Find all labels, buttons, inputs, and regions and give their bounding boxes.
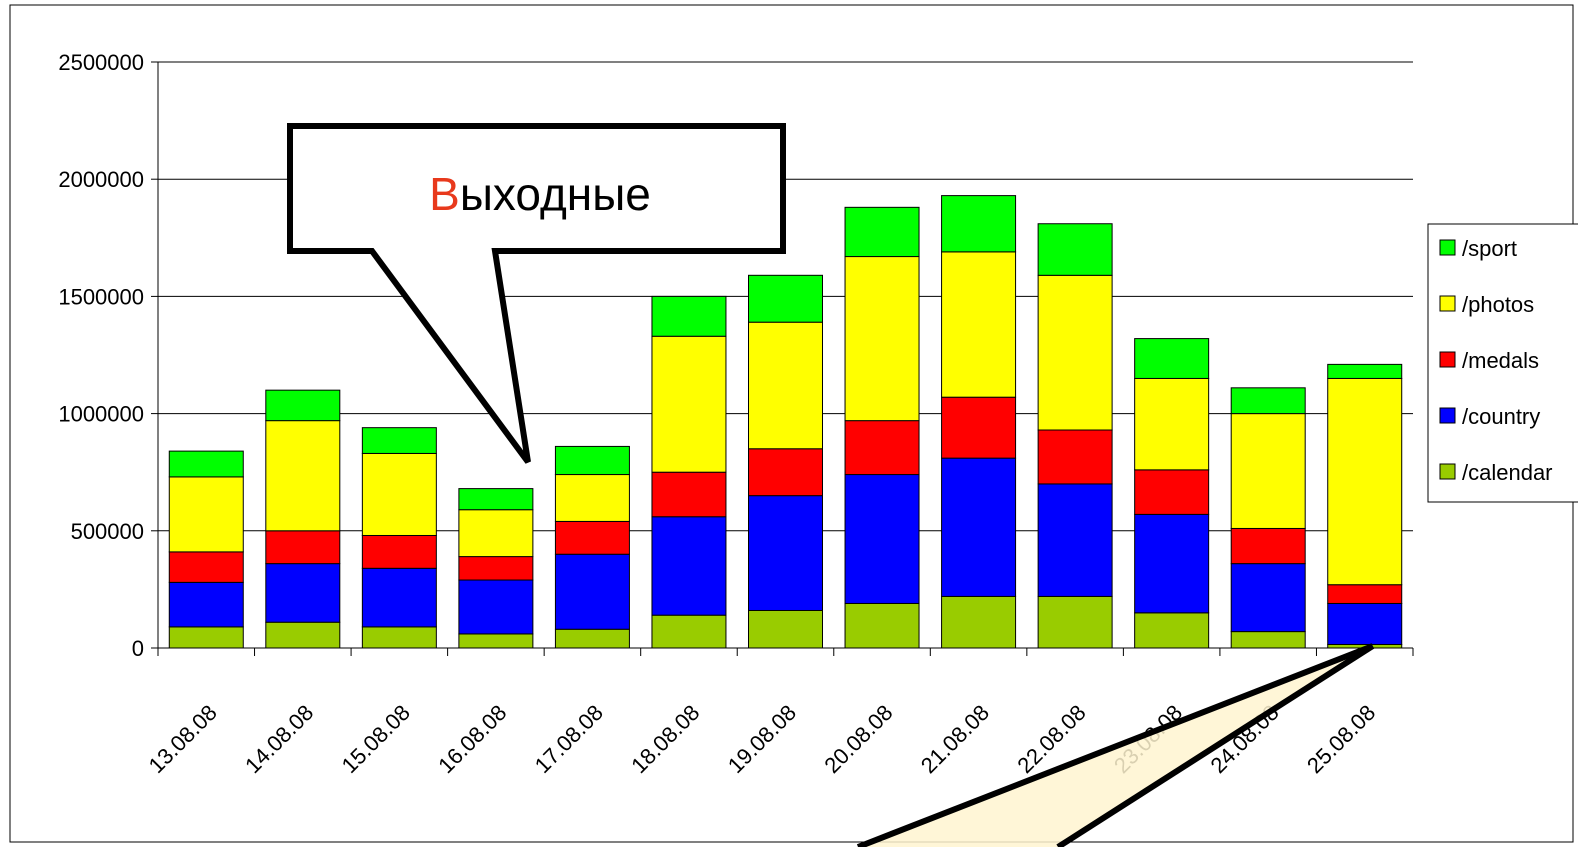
bar-segment [748,321,823,450]
bar-segment [1134,612,1210,649]
bar-segment [844,602,920,649]
bar-segment [844,474,920,604]
weekend-callout: Выходные [287,123,786,464]
bar-segment [458,579,534,635]
bar-segment [554,445,630,476]
bar-segment [554,553,630,630]
bar-segment [458,509,534,558]
bar-segment [1230,387,1306,415]
bar-segment [1230,563,1306,633]
legend-swatch [1439,351,1456,368]
bar-segment [1327,377,1403,586]
bar-segment [1037,595,1113,649]
callout-text: Выходные [429,168,651,220]
bar-segment [1037,274,1113,431]
bar-segment [458,556,534,581]
bar-segment [748,448,823,497]
bar-segment [265,621,341,649]
legend-swatch [1439,463,1456,480]
legend-swatch [1439,295,1456,312]
bar-segment [168,450,244,478]
bar-segment [748,609,823,649]
bar-segment [844,206,920,258]
axes [151,61,1414,656]
legend-swatch [1439,239,1456,256]
bar-segment [651,335,727,473]
y-tick-label: 500000 [71,519,144,544]
bar-segment [361,534,437,569]
bar-segment [1037,223,1113,276]
bar-segment [554,520,630,555]
bar-segment [748,274,823,323]
bar-segment [941,195,1017,253]
bar-segment [554,628,630,649]
bar-segment [941,457,1017,597]
bar-segment [941,251,1017,398]
legend-label: /medals [1462,348,1539,373]
bar-segment [361,626,437,649]
bar-segment [651,516,727,616]
bar-segment [1037,483,1113,597]
bar-segment [265,530,341,565]
bar-segment [168,476,244,553]
bar-segment [651,614,727,649]
legend-label: /calendar [1462,460,1553,485]
bar-segment [844,420,920,476]
bar-segment [651,295,727,337]
bar-segment [265,389,341,422]
bar-segment [941,396,1017,459]
legend: /sport/photos/medals/country/calendar [1427,223,1578,503]
bar-segment [1134,469,1210,515]
bar-segment [168,581,244,628]
bar-segment [1327,602,1403,645]
legend-label: /country [1462,404,1540,429]
bar-segment [458,633,534,649]
bar-segment [1134,377,1210,471]
y-tick-label: 2000000 [58,167,144,192]
bar-segment [1327,584,1403,604]
bar-segment [941,595,1017,649]
bar-segment [1230,631,1306,649]
legend-label: /photos [1462,292,1534,317]
bar-segment [1327,363,1403,379]
bar-segment [265,563,341,623]
callout-bubble [287,123,786,464]
bars [168,195,1403,649]
callout-rest: ыходные [460,168,651,220]
legend-swatch [1439,407,1456,424]
callout-first-letter: В [429,168,460,220]
y-tick-label: 0 [132,636,144,661]
bar-segment [265,420,341,532]
bar-segment [554,474,630,522]
y-tick-label: 2500000 [58,50,144,75]
y-tick-labels: 0 500000 1000000 1500000 2000000 2500000 [58,50,144,661]
bar-segment [168,626,244,649]
bar-segment [651,471,727,518]
bar-segment [361,452,437,536]
y-tick-label: 1500000 [58,284,144,309]
bar-segment [844,256,920,422]
bar-segment [361,567,437,628]
bar-segment [1230,527,1306,565]
callout-wedge-edge [856,643,1374,847]
y-tick-label: 1000000 [58,402,144,427]
bar-segment [748,495,823,611]
bar-segment [1134,513,1210,614]
bottom-callout [856,643,1375,847]
bar-segment [1230,413,1306,529]
bar-segment [458,488,534,511]
bar-segment [361,427,437,454]
callout-wedge-edge [1056,643,1375,847]
legend-label: /sport [1462,236,1517,261]
bar-segment [1134,338,1210,379]
bar-segment [168,551,244,583]
bar-segment [1037,429,1113,485]
